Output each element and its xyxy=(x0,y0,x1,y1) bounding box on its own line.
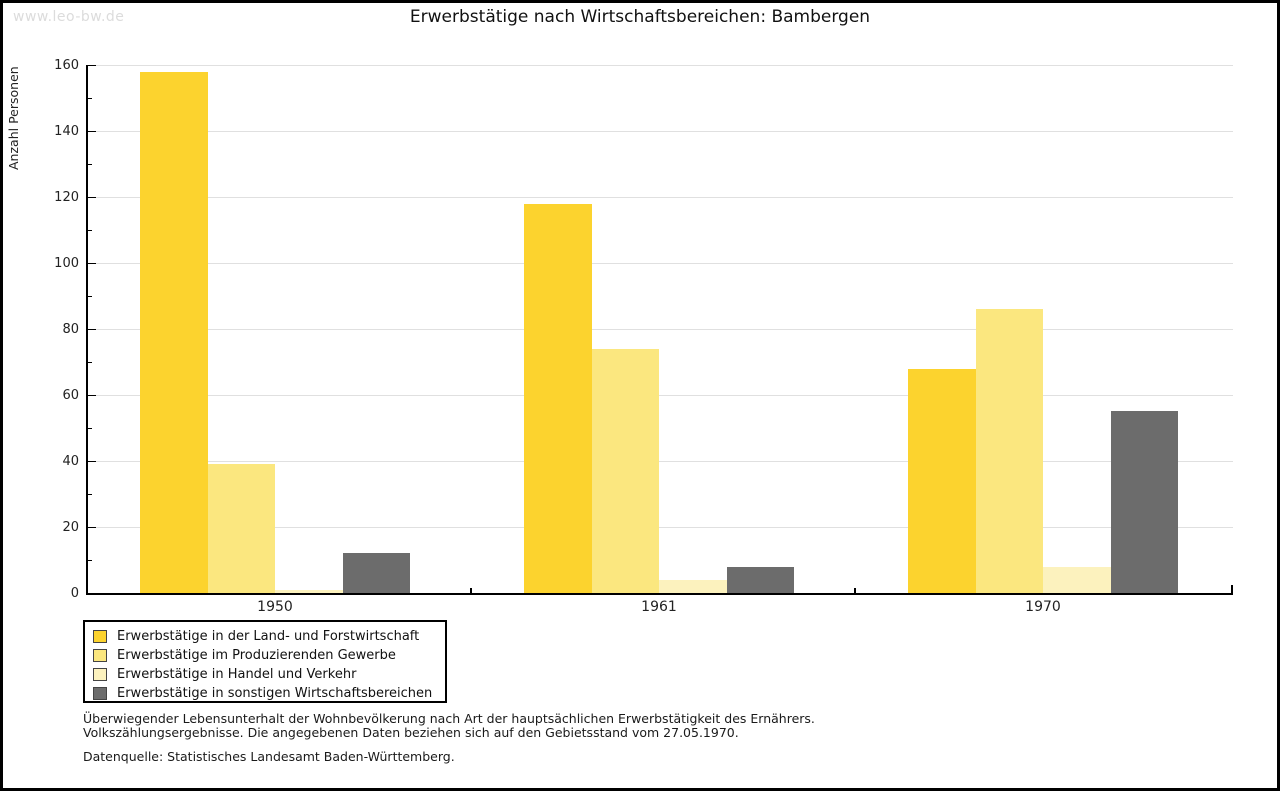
bar-1961-series-3 xyxy=(659,580,727,593)
gridline-y-40 xyxy=(86,461,1233,462)
gridline-y-20 xyxy=(86,527,1233,528)
legend: Erwerbstätige in der Land- und Forstwirt… xyxy=(83,620,447,703)
y-minor-tick-30 xyxy=(88,494,92,495)
y-tick-label-60: 60 xyxy=(62,388,79,403)
gridline-y-100 xyxy=(86,263,1233,264)
x-boundary-tick-2 xyxy=(854,588,856,593)
legend-label-3: Erwerbstätige in Handel und Verkehr xyxy=(117,666,357,682)
legend-item-3: Erwerbstätige in Handel und Verkehr xyxy=(93,665,445,683)
footnote-source: Datenquelle: Statistisches Landesamt Bad… xyxy=(83,749,455,764)
y-minor-tick-110 xyxy=(88,230,92,231)
x-tick-label-1950: 1950 xyxy=(257,599,293,615)
legend-label-2: Erwerbstätige im Produzierenden Gewerbe xyxy=(117,647,396,663)
y-tick-label-140: 140 xyxy=(54,124,79,139)
y-major-tick-100 xyxy=(88,263,96,264)
bar-1970-series-2 xyxy=(975,309,1043,593)
y-major-tick-60 xyxy=(88,395,96,396)
y-minor-tick-10 xyxy=(88,560,92,561)
y-minor-tick-130 xyxy=(88,164,92,165)
y-minor-tick-70 xyxy=(88,362,92,363)
y-minor-tick-50 xyxy=(88,428,92,429)
gridline-y-140 xyxy=(86,131,1233,132)
x-tick-label-1961: 1961 xyxy=(641,599,677,615)
y-axis-label: Anzahl Personen xyxy=(6,66,21,170)
bar-1970-series-3 xyxy=(1043,567,1111,593)
y-tick-label-20: 20 xyxy=(62,520,79,535)
legend-label-1: Erwerbstätige in der Land- und Forstwirt… xyxy=(117,628,420,644)
gridline-y-160 xyxy=(86,65,1233,66)
y-axis-line xyxy=(86,65,88,593)
y-major-tick-40 xyxy=(88,461,96,462)
y-tick-label-160: 160 xyxy=(54,58,79,73)
y-major-tick-160 xyxy=(88,65,96,66)
x-axis-line xyxy=(86,593,1233,595)
chart-title: Erwerbstätige nach Wirtschaftsbereichen:… xyxy=(409,7,871,27)
y-major-tick-20 xyxy=(88,527,96,528)
y-tick-label-120: 120 xyxy=(54,190,79,205)
legend-item-2: Erwerbstätige im Produzierenden Gewerbe xyxy=(93,646,445,664)
bar-1950-series-3 xyxy=(275,590,343,593)
legend-swatch-3 xyxy=(93,667,107,681)
y-major-tick-140 xyxy=(88,131,96,132)
y-major-tick-0 xyxy=(88,593,96,594)
bar-1961-series-2 xyxy=(591,349,659,593)
footnote-line-1: Überwiegender Lebensunterhalt der Wohnbe… xyxy=(83,711,815,726)
legend-swatch-2 xyxy=(93,648,107,662)
y-major-tick-120 xyxy=(88,197,96,198)
bar-1950-series-1 xyxy=(140,72,208,593)
y-tick-label-80: 80 xyxy=(62,322,79,337)
gridline-y-120 xyxy=(86,197,1233,198)
x-boundary-tick-1 xyxy=(470,588,472,593)
bar-1970-series-1 xyxy=(908,369,976,593)
watermark-text: www.leo-bw.de xyxy=(13,9,125,25)
y-minor-tick-150 xyxy=(88,98,92,99)
legend-swatch-1 xyxy=(93,629,107,643)
footnote-line-2: Volkszählungsergebnisse. Die angegebenen… xyxy=(83,725,739,740)
bar-1961-series-4 xyxy=(726,567,794,593)
y-minor-tick-90 xyxy=(88,296,92,297)
gridline-y-80 xyxy=(86,329,1233,330)
y-major-tick-80 xyxy=(88,329,96,330)
legend-label-4: Erwerbstätige in sonstigen Wirtschaftsbe… xyxy=(117,685,433,701)
bar-1961-series-1 xyxy=(524,204,592,593)
bar-1950-series-4 xyxy=(342,553,410,593)
x-tick-label-1970: 1970 xyxy=(1025,599,1061,615)
y-tick-label-40: 40 xyxy=(62,454,79,469)
bar-1970-series-4 xyxy=(1110,411,1178,593)
x-axis-end-cap xyxy=(1231,585,1233,593)
legend-item-1: Erwerbstätige in der Land- und Forstwirt… xyxy=(93,627,445,645)
y-tick-label-0: 0 xyxy=(70,586,79,601)
legend-item-4: Erwerbstätige in sonstigen Wirtschaftsbe… xyxy=(93,684,445,702)
y-tick-label-100: 100 xyxy=(54,256,79,271)
gridline-y-60 xyxy=(86,395,1233,396)
legend-swatch-4 xyxy=(93,686,107,700)
bar-1950-series-2 xyxy=(207,464,275,593)
